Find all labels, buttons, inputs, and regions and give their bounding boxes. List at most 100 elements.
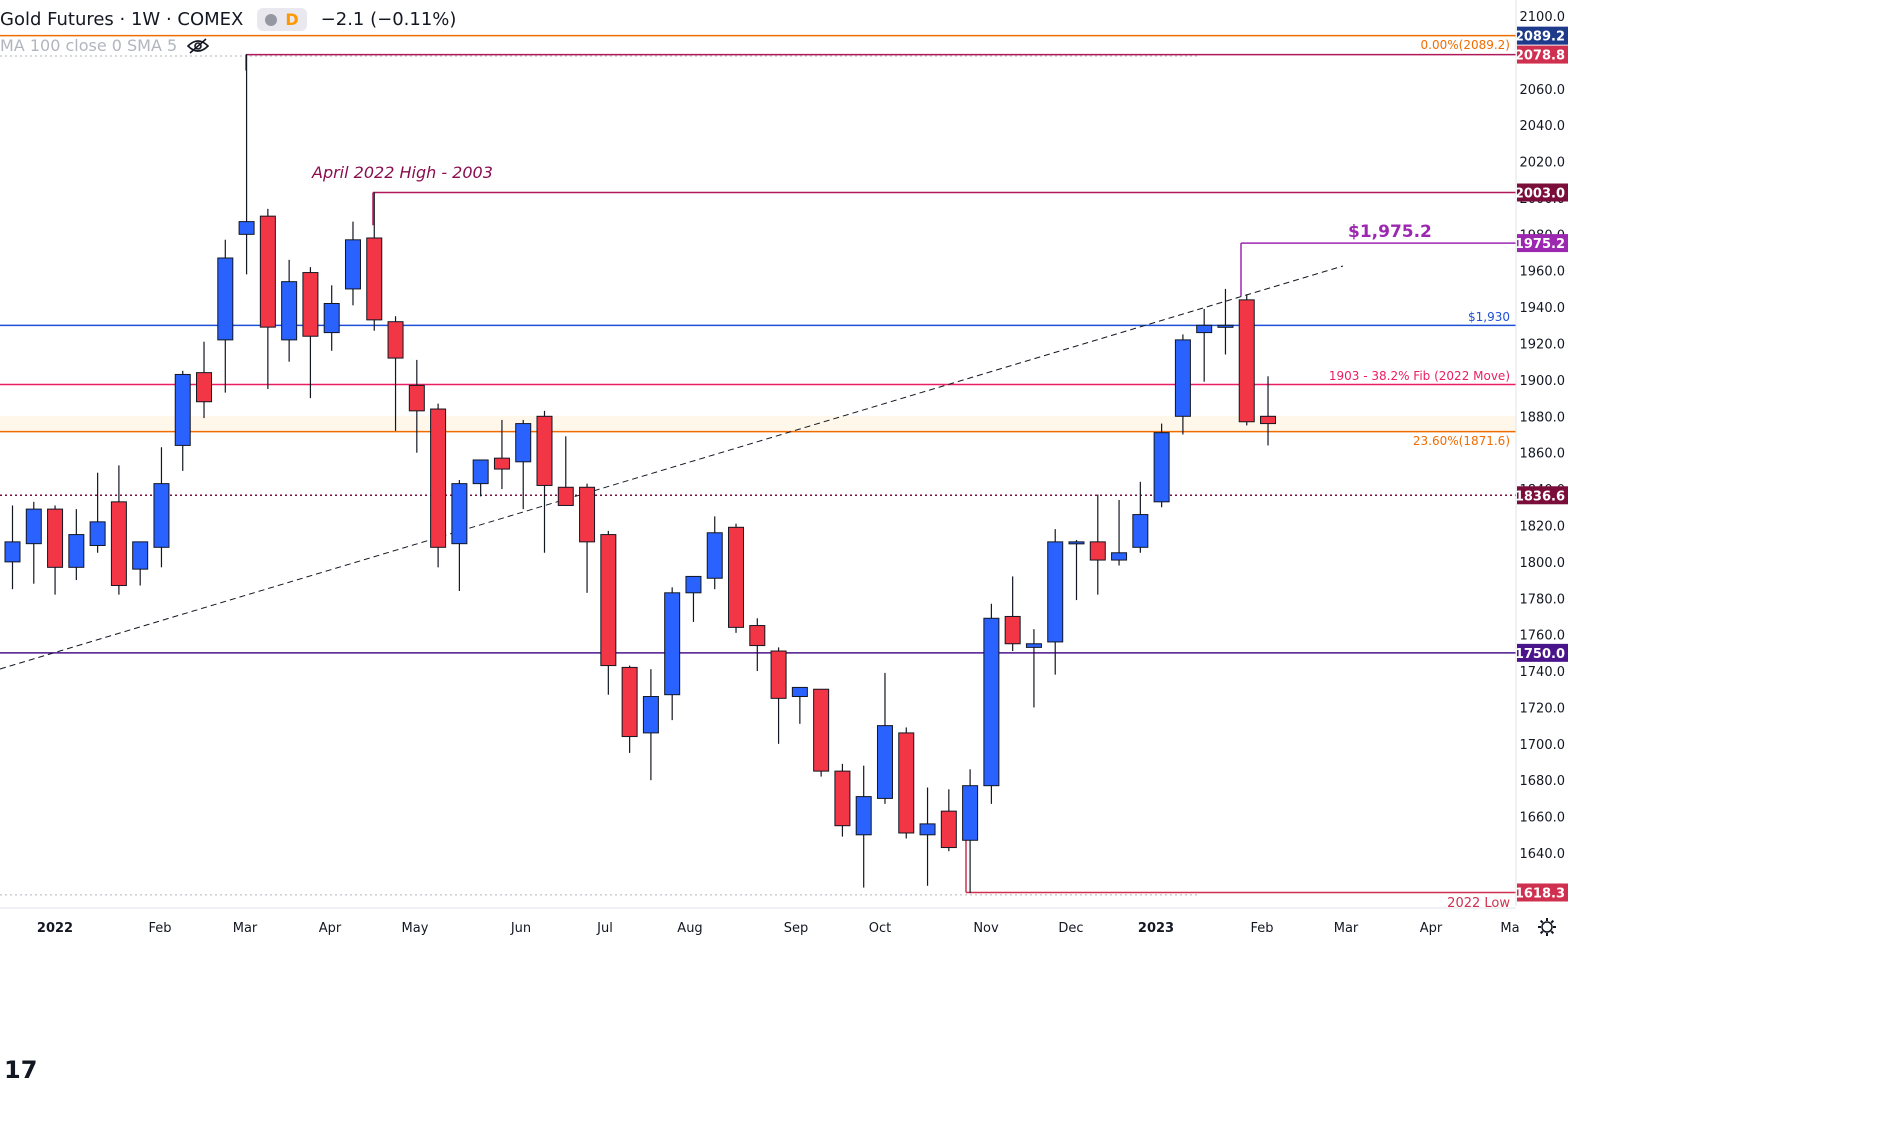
candle-body: [174, 373, 191, 446]
candle-body: [1153, 432, 1170, 503]
x-tick-label: Jun: [510, 921, 531, 936]
candle: [408, 359, 425, 453]
candle: [600, 530, 617, 695]
symbol-title[interactable]: Gold Futures · 1W · COMEX: [0, 9, 244, 30]
candle-body: [1238, 299, 1255, 423]
y-tick-label: 1660.0: [1520, 811, 1566, 826]
x-tick-label: Mar: [233, 921, 258, 936]
candle: [1132, 481, 1149, 553]
indicator-legend[interactable]: MA 100 close 0 SMA 5: [0, 36, 210, 55]
candle: [153, 447, 170, 568]
candle-body: [493, 457, 510, 470]
annotations: April 2022 High - 2003 $1,975.2 $1,930 1903…: [311, 38, 1510, 448]
candle-body: [685, 575, 702, 594]
candle: [664, 587, 681, 721]
y-tick-label: 1820.0: [1520, 519, 1566, 534]
candle-body: [217, 257, 234, 341]
gear-tooth: [1539, 919, 1544, 924]
y-tick-label: 1880.0: [1520, 410, 1566, 425]
candle-body: [1111, 552, 1128, 561]
status-pill[interactable]: D: [257, 8, 307, 31]
candle-body: [1260, 415, 1277, 425]
candle: [430, 403, 447, 568]
candle-body: [89, 521, 106, 546]
gear-ring: [1541, 921, 1553, 933]
candle-body: [408, 384, 425, 412]
candle: [770, 647, 787, 744]
candle: [557, 436, 574, 506]
candle: [1068, 540, 1085, 601]
chart-legend: Gold Futures · 1W · COMEX D −2.1 (−0.11%…: [0, 8, 456, 31]
candle: [1025, 629, 1042, 708]
candles: [4, 54, 1277, 894]
candle: [728, 523, 745, 633]
y-tick-label: 1900.0: [1520, 374, 1566, 389]
eye-hidden-icon[interactable]: [187, 37, 210, 54]
candle-body: [834, 770, 851, 827]
candle-body: [1047, 541, 1064, 643]
candle: [89, 472, 106, 553]
candle: [621, 665, 638, 753]
candle-body: [579, 486, 596, 543]
settings-gear-icon[interactable]: [1538, 918, 1556, 936]
price-tag: [1517, 883, 1568, 902]
x-tick-label: Feb: [1250, 921, 1273, 936]
price-tag: [1517, 486, 1568, 505]
candle: [1153, 423, 1170, 508]
fib-382-label: 1903 - 38.2% Fib (2022 Move): [1329, 369, 1510, 383]
candle: [387, 316, 404, 431]
candle-body: [1025, 643, 1042, 648]
candle-body: [855, 796, 872, 836]
gear-tooth: [1539, 930, 1544, 935]
price-tag: [1517, 643, 1568, 662]
candle: [323, 285, 340, 351]
x-tick-label: Ma: [1500, 921, 1519, 936]
fib-0-label: 0.00%(2089.2): [1421, 38, 1510, 52]
candle: [132, 541, 149, 586]
candle: [876, 672, 893, 804]
candle-body: [1217, 324, 1234, 328]
price-tag: [1517, 45, 1568, 64]
time-axis: 2022 Feb Mar Apr May Jun Jul Aug Sep Oct Nov Dec 202…: [0, 907, 1520, 936]
candle: [898, 727, 915, 839]
x-tick-label: Dec: [1058, 921, 1083, 936]
candle: [344, 221, 361, 306]
candle-body: [940, 810, 957, 849]
candle: [1260, 376, 1277, 446]
candle-body: [749, 625, 766, 647]
y-tick-label: 1740.0: [1520, 665, 1566, 680]
candle: [68, 509, 85, 581]
candle: [493, 419, 510, 490]
candle-body: [344, 239, 361, 290]
candle-body: [536, 415, 553, 486]
candle: [451, 479, 468, 591]
price-tag-label: 2089.2: [1515, 30, 1565, 45]
price-tag-label: 2003.0: [1515, 186, 1565, 201]
candle-body: [1068, 541, 1085, 545]
candle-body: [621, 666, 638, 738]
gear-tooth: [1550, 930, 1555, 935]
candle-body: [728, 526, 745, 628]
candle-body: [47, 508, 64, 568]
candle: [706, 516, 723, 590]
candle-body: [472, 459, 489, 485]
x-tick-label: 2023: [1138, 921, 1174, 936]
candle-body: [387, 321, 404, 359]
candle-body: [1089, 541, 1106, 561]
candle-body: [430, 408, 447, 548]
candle-body: [68, 534, 85, 568]
tradingview-logo[interactable]: 17: [4, 1056, 38, 1084]
price-tag-label: 1750.0: [1515, 647, 1565, 662]
candle: [1217, 288, 1234, 355]
y-tick-label: 1940.0: [1520, 301, 1566, 316]
candle-body: [1196, 324, 1213, 334]
trend-line: [0, 265, 1344, 670]
candle-body: [706, 532, 723, 579]
candle: [791, 686, 808, 724]
candle-body: [238, 221, 255, 235]
level-1930-label: $1,930: [1468, 310, 1510, 324]
x-tick-label: Feb: [148, 921, 171, 936]
y-tick-label: 2020.0: [1520, 156, 1566, 171]
candle-body: [898, 732, 915, 834]
